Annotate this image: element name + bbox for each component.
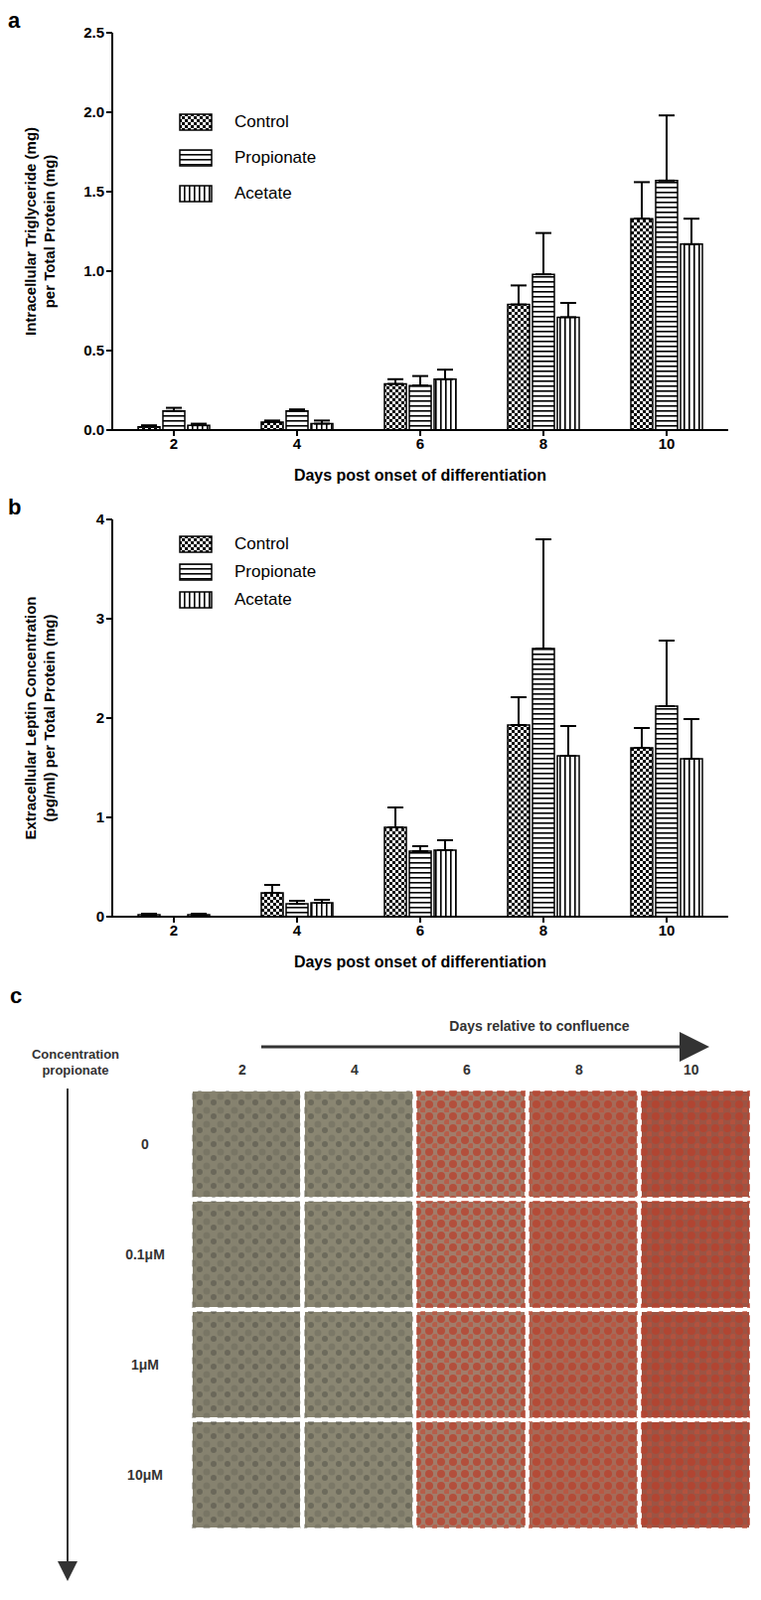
svg-text:6: 6 [416,921,425,939]
svg-text:0.1μM: 0.1μM [125,1246,165,1263]
svg-text:8: 8 [539,435,548,453]
svg-text:4: 4 [293,921,303,939]
svg-text:8: 8 [575,1062,584,1078]
html-text:Acetate: Acetate [234,183,292,203]
svg-text:2: 2 [238,1062,247,1078]
svg-text:8: 8 [539,921,548,939]
svg-text:2.0: 2.0 [83,103,105,121]
html-text:Acetate: Acetate [234,590,292,609]
svg-text:propionate: propionate [41,1063,109,1078]
svg-text:0.5: 0.5 [83,341,105,359]
html-text:Propionate: Propionate [234,562,317,582]
svg-text:1.5: 1.5 [83,182,105,200]
svg-text:Concentration: Concentration [31,1047,120,1063]
svg-text:4: 4 [96,510,106,528]
svg-text:Days post onset of differentia: Days post onset of differentiation [294,466,547,484]
html-text:a: a [7,7,21,33]
svg-text:2: 2 [96,709,105,727]
svg-text:10μM: 10μM [127,1467,163,1484]
svg-text:3: 3 [96,609,105,627]
svg-text:4: 4 [293,435,303,453]
svg-text:4: 4 [350,1062,359,1078]
svg-text:2: 2 [169,921,178,939]
svg-text:0: 0 [96,908,105,925]
svg-text:Days relative to confluence: Days relative to confluence [449,1018,630,1035]
svg-text:1.0: 1.0 [83,262,105,280]
html-text:Control: Control [234,112,289,132]
svg-text:6: 6 [462,1062,471,1078]
svg-text:0.0: 0.0 [83,421,105,439]
html-text:Propionate: Propionate [234,148,317,167]
svg-text:1μM: 1μM [131,1357,159,1373]
svg-text:10: 10 [683,1062,700,1078]
svg-text:1: 1 [96,808,105,826]
html-text:Control: Control [234,534,289,554]
svg-text:Days post onset of differentia: Days post onset of differentiation [294,953,547,971]
svg-text:Extracellular Leptin Concentra: Extracellular Leptin Concentration(pg/ml… [21,596,58,840]
svg-text:6: 6 [416,435,425,453]
svg-text:10: 10 [658,921,676,939]
svg-text:10: 10 [658,435,676,453]
svg-text:Intracellular Triglyceride (mg: Intracellular Triglyceride (mg)per Total… [21,127,58,336]
svg-text:2: 2 [169,435,178,453]
svg-text:2.5: 2.5 [83,23,105,41]
svg-text:c: c [9,983,22,1009]
html-text:b: b [7,494,22,520]
svg-text:0: 0 [141,1136,150,1153]
